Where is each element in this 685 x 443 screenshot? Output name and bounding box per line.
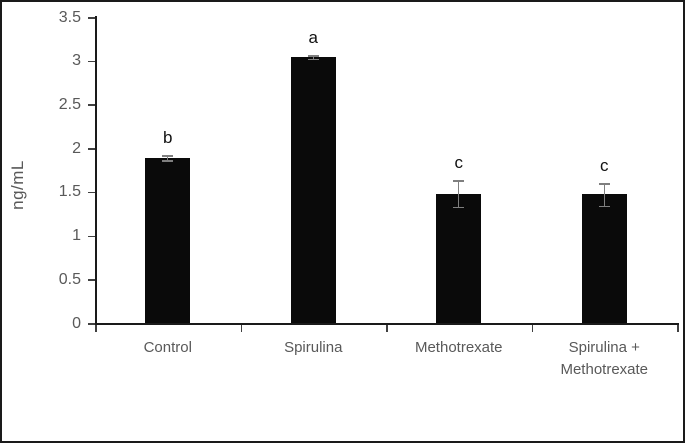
y-tick-label: 1.5: [58, 183, 81, 201]
bar: [145, 157, 191, 323]
y-tick-label: 3.5: [58, 8, 81, 26]
bar: [581, 194, 627, 323]
x-category-label: Spirulina + Methotrexate: [560, 339, 649, 378]
y-tick-label: 0: [72, 314, 81, 332]
error-bar-cap-top: [598, 183, 610, 185]
y-axis-tick: [88, 60, 95, 63]
y-axis-tick: [88, 191, 95, 194]
bar: [436, 193, 482, 323]
y-tick-label: 0.5: [58, 270, 81, 288]
y-tick-label: 2: [72, 139, 81, 157]
y-axis-tick: [88, 104, 95, 106]
x-category-label: Methotrexate: [414, 339, 503, 356]
x-axis-tick: [531, 325, 533, 332]
y-tick-label: 3: [72, 52, 81, 70]
y-axis-tick: [88, 235, 95, 238]
x-axis-tick: [386, 325, 388, 332]
x-category-label: Spirulina: [284, 339, 343, 356]
error-bar-cap-bottom: [307, 58, 319, 61]
y-tick-label: 2.5: [58, 95, 81, 113]
error-bar-line: [458, 180, 460, 207]
bar: [290, 57, 336, 323]
x-category-label: Control: [143, 339, 192, 356]
y-axis-tick: [88, 279, 95, 281]
error-bar-line: [167, 155, 169, 161]
significance-letter: c: [600, 156, 609, 176]
significance-letter: c: [454, 153, 464, 173]
y-axis-line: [95, 16, 97, 323]
error-bar-cap-bottom: [162, 160, 174, 162]
error-bar-cap-top: [453, 180, 465, 182]
y-axis-tick: [88, 148, 95, 150]
x-axis-tick: [95, 325, 97, 332]
error-bar-cap-bottom: [453, 206, 465, 209]
y-axis-tick: [88, 17, 95, 19]
y-tick-label: 1: [72, 227, 81, 245]
error-bar-line: [603, 183, 605, 206]
significance-letter: a: [308, 28, 318, 48]
y-axis-title: ng/mL: [8, 160, 27, 210]
error-bar-cap-bottom: [598, 205, 610, 208]
error-bar-cap-top: [307, 55, 319, 57]
x-axis-line: [95, 323, 679, 325]
x-axis-tick: [677, 325, 679, 332]
x-axis-tick: [240, 325, 242, 332]
y-axis-tick: [88, 323, 95, 325]
significance-letter: b: [163, 128, 173, 148]
error-bar-cap-top: [162, 155, 174, 157]
error-bar-line: [312, 55, 314, 59]
